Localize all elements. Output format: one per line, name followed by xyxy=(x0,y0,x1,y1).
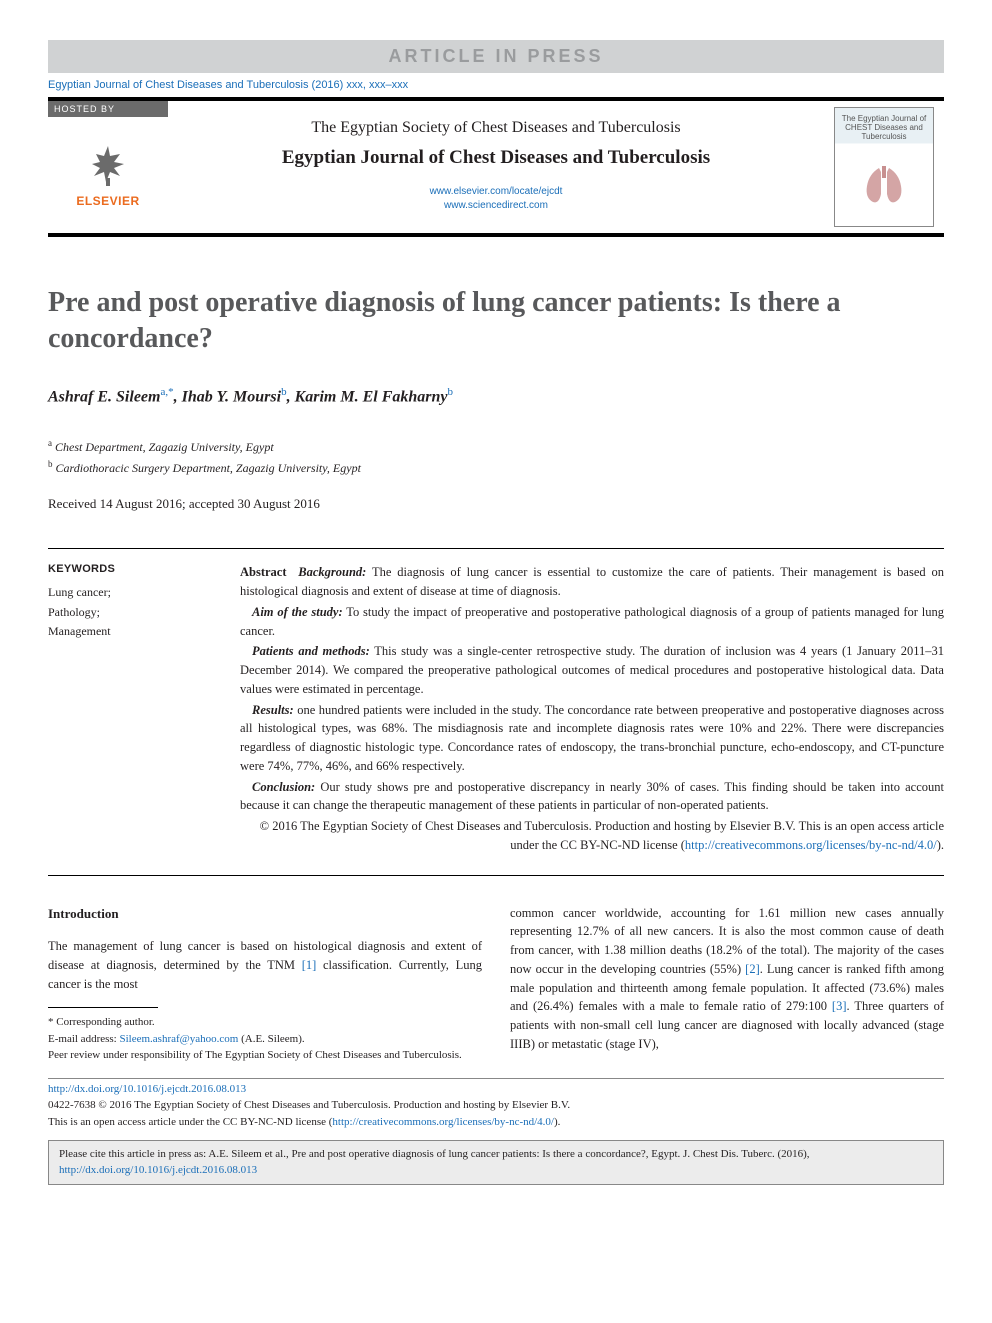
authors-line: Ashraf E. Sileema,*, Ihab Y. Moursib, Ka… xyxy=(48,386,944,406)
author-email[interactable]: Sileem.ashraf@yahoo.com xyxy=(119,1033,238,1045)
citation-header: Egyptian Journal of Chest Diseases and T… xyxy=(48,73,944,97)
abstract-label: Abstract xyxy=(240,565,287,579)
affil-a-sup: a xyxy=(48,438,52,448)
aim-label: Aim of the study: xyxy=(252,605,343,619)
methods-label: Patients and methods: xyxy=(252,644,370,658)
author-2: Ihab Y. Moursi xyxy=(182,388,281,405)
affiliations: a Chest Department, Zagazig University, … xyxy=(48,436,944,478)
header-center: The Egyptian Society of Chest Diseases a… xyxy=(168,101,824,233)
author-1: Ashraf E. Sileem xyxy=(48,388,160,405)
journal-header: HOSTED BY ELSEVIER The Egyptian Society … xyxy=(48,97,944,237)
elsevier-text: ELSEVIER xyxy=(76,194,139,208)
ref-3[interactable]: [3] xyxy=(832,999,847,1013)
affil-b-sup: b xyxy=(48,459,53,469)
email-label: E-mail address: xyxy=(48,1033,119,1045)
peer-review-note: Peer review under responsibility of The … xyxy=(48,1047,482,1064)
intro-heading: Introduction xyxy=(48,904,482,924)
elsevier-tree-icon xyxy=(84,142,132,190)
article-dates: Received 14 August 2016; accepted 30 Aug… xyxy=(48,496,944,512)
affil-b: Cardiothoracic Surgery Department, Zagaz… xyxy=(56,461,361,475)
keywords-box: KEYWORDS Lung cancer; Pathology; Managem… xyxy=(48,563,208,856)
journal-cover: The Egyptian Journal of CHEST Diseases a… xyxy=(824,101,944,233)
license-link[interactable]: http://creativecommons.org/licenses/by-n… xyxy=(685,838,937,852)
footnotes: * Corresponding author. E-mail address: … xyxy=(48,1014,482,1064)
lung-icon xyxy=(859,166,909,206)
journal-link-1[interactable]: www.elsevier.com/locate/ejcdt xyxy=(178,185,814,199)
results-text: one hundred patients were included in th… xyxy=(240,703,944,773)
issn-copyright: 0422-7638 © 2016 The Egyptian Society of… xyxy=(48,1097,944,1114)
background-label: Background: xyxy=(298,565,366,579)
copyright-end: ). xyxy=(937,838,944,852)
results-label: Results: xyxy=(252,703,294,717)
ref-1[interactable]: [1] xyxy=(302,958,317,972)
society-name: The Egyptian Society of Chest Diseases a… xyxy=(178,119,814,137)
article-title: Pre and post operative diagnosis of lung… xyxy=(48,285,944,358)
hosted-by-label: HOSTED BY xyxy=(48,101,168,117)
doi-block: http://dx.doi.org/10.1016/j.ejcdt.2016.0… xyxy=(48,1081,944,1131)
keywords-title: KEYWORDS xyxy=(48,563,208,575)
license-link-2[interactable]: http://creativecommons.org/licenses/by-n… xyxy=(332,1116,554,1128)
corresponding-author: * Corresponding author. xyxy=(48,1014,482,1031)
cover-title: The Egyptian Journal of CHEST Diseases a… xyxy=(841,114,927,141)
author-1-sup: a,* xyxy=(160,386,173,398)
abstract-section: KEYWORDS Lung cancer; Pathology; Managem… xyxy=(48,548,944,875)
conclusion-label: Conclusion: xyxy=(252,780,315,794)
license-line: This is an open access article under the… xyxy=(48,1116,332,1128)
publisher-box: HOSTED BY ELSEVIER xyxy=(48,101,168,233)
affil-a: Chest Department, Zagazig University, Eg… xyxy=(55,440,274,454)
doi-link[interactable]: http://dx.doi.org/10.1016/j.ejcdt.2016.0… xyxy=(48,1083,246,1095)
body-col-right: common cancer worldwide, accounting for … xyxy=(510,904,944,1064)
author-3-sup: b xyxy=(448,386,454,398)
body-columns: Introduction The management of lung canc… xyxy=(48,904,944,1064)
license-end: ). xyxy=(554,1116,560,1128)
abstract-box: Abstract Background: The diagnosis of lu… xyxy=(240,563,944,856)
ref-2[interactable]: [2] xyxy=(745,962,760,976)
article-in-press-banner: ARTICLE IN PRESS xyxy=(48,40,944,73)
cite-text: Please cite this article in press as: A.… xyxy=(59,1148,810,1160)
conclusion-text: Our study shows pre and postoperative di… xyxy=(240,780,944,813)
cite-doi-link[interactable]: http://dx.doi.org/10.1016/j.ejcdt.2016.0… xyxy=(59,1164,257,1176)
author-3: Karim M. El Fakharny xyxy=(295,388,448,405)
body-col-left: Introduction The management of lung canc… xyxy=(48,904,482,1064)
journal-name: Egyptian Journal of Chest Diseases and T… xyxy=(178,147,814,169)
elsevier-logo: ELSEVIER xyxy=(48,117,168,233)
journal-link-2[interactable]: www.sciencedirect.com xyxy=(178,199,814,213)
email-suffix: (A.E. Sileem). xyxy=(238,1033,304,1045)
bottom-separator xyxy=(48,1078,944,1079)
author-2-sup: b xyxy=(281,386,287,398)
aim-text: To study the impact of preoperative and … xyxy=(240,605,944,638)
citation-box: Please cite this article in press as: A.… xyxy=(48,1140,944,1185)
keywords-list: Lung cancer; Pathology; Management xyxy=(48,583,208,641)
footnote-separator xyxy=(48,1007,158,1008)
